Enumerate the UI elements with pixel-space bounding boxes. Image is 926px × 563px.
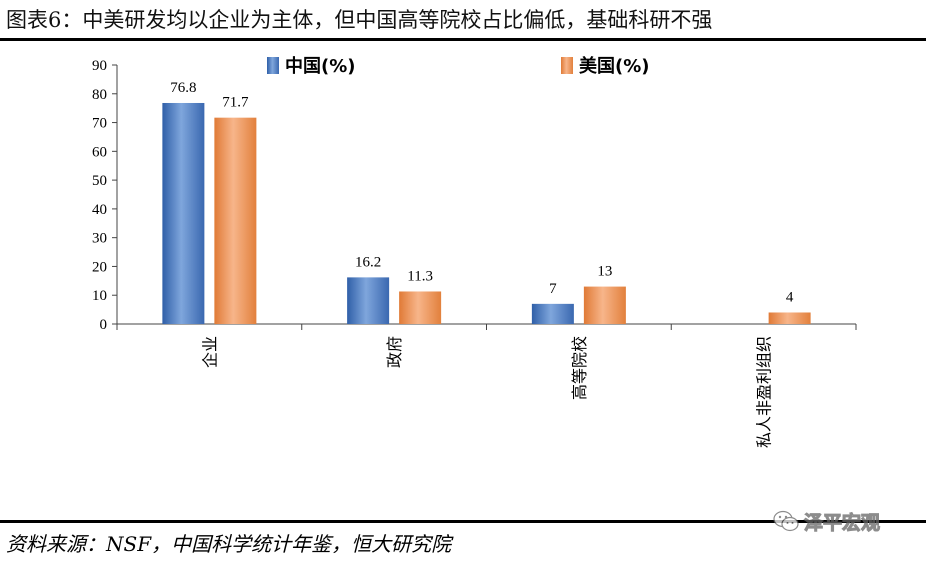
bar — [399, 291, 442, 324]
y-tick-label: 70 — [92, 116, 107, 132]
bar-chart: 0 10 20 30 40 50 60 70 80 90 76.8 71.7 16.2 11.3 7 13 4… — [92, 55, 857, 448]
watermark: 泽平宏观 — [772, 506, 881, 536]
legend-swatch — [561, 57, 573, 74]
legend-swatch — [267, 57, 279, 74]
bar — [162, 102, 205, 324]
category-label: 私人非盈利组织 — [755, 336, 774, 448]
data-labels: 76.8 71.7 16.2 11.3 7 13 4 — [170, 80, 794, 306]
y-tick-label: 30 — [92, 231, 107, 247]
y-tick-label: 50 — [92, 173, 107, 189]
source-note: 资料来源：NSF，中国科学统计年鉴，恒大研究院 — [6, 532, 452, 556]
top-rule — [0, 38, 926, 41]
bar — [214, 117, 257, 324]
legend: 中国(%) 美国(%) — [267, 55, 650, 77]
category-label: 企业 — [200, 336, 219, 368]
bar — [768, 312, 811, 324]
data-label: 4 — [786, 289, 794, 305]
data-label: 76.8 — [170, 80, 196, 96]
y-tick-label: 0 — [100, 317, 108, 333]
category-label: 政府 — [385, 336, 404, 368]
legend-label: 中国(%) — [285, 55, 356, 77]
bar — [347, 277, 390, 324]
category-label: 高等院校 — [570, 336, 589, 400]
data-label: 7 — [549, 281, 557, 297]
data-label: 11.3 — [407, 268, 433, 284]
bottom-rule — [0, 520, 926, 523]
bar — [583, 286, 626, 324]
y-tick-label: 60 — [92, 144, 107, 160]
legend-label: 美国(%) — [579, 55, 650, 77]
y-tick-label: 40 — [92, 202, 107, 218]
axes: 0 10 20 30 40 50 60 70 80 90 — [92, 58, 857, 333]
wechat-icon — [773, 510, 799, 532]
y-tick-label: 20 — [92, 259, 107, 275]
figure-title: 图表6：中美研发均以企业为主体，但中国高等院校占比偏低，基础科研不强 — [6, 8, 713, 32]
bars — [162, 102, 811, 324]
data-label: 71.7 — [222, 95, 249, 111]
watermark-text: 泽平宏观 — [803, 511, 881, 534]
data-label: 13 — [597, 264, 612, 280]
bar — [531, 303, 574, 324]
category-labels: 企业 政府 高等院校 私人非盈利组织 — [200, 336, 773, 448]
data-label: 16.2 — [355, 254, 381, 270]
y-tick-label: 80 — [92, 87, 107, 103]
y-tick-label: 10 — [92, 288, 107, 304]
y-tick-label: 90 — [92, 58, 107, 74]
